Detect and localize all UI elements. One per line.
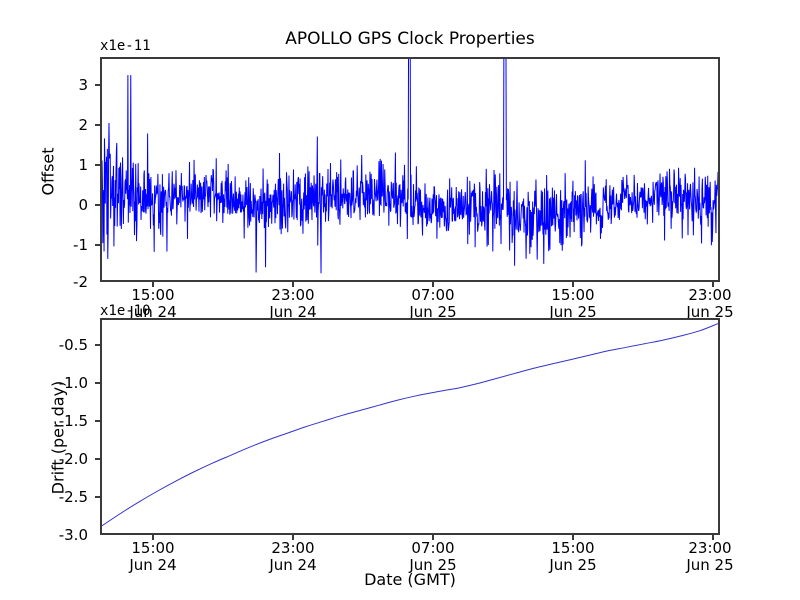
drift-xtick-date: Jun 25	[409, 555, 457, 574]
offset-xtick-mark	[572, 282, 574, 287]
offset-xtick-date: Jun 25	[409, 302, 457, 321]
drift-x-axis-label: Date (GMT)	[364, 570, 456, 589]
drift-xtick-mark	[432, 535, 434, 540]
drift-xtick-date: Jun 24	[129, 555, 177, 574]
drift-xtick-mark	[712, 535, 714, 540]
offset-xtick-time: 07:00	[411, 286, 455, 304]
offset-xtick-date: Jun 25	[686, 302, 734, 321]
drift-xtick-date: Jun 24	[269, 555, 317, 574]
drift-ytick-mark	[95, 420, 100, 422]
drift-ytick-label: -2.0	[58, 450, 88, 468]
drift-ytick-label: -1.0	[58, 374, 88, 392]
drift-ytick-mark	[95, 496, 100, 498]
drift-ytick-mark	[95, 382, 100, 384]
offset-xtick-date: Jun 24	[129, 302, 177, 321]
drift-ytick-label: -2.5	[58, 488, 88, 506]
offset-ytick-mark	[95, 84, 100, 86]
offset-xtick-label: 23:00 Jun 25	[655, 287, 765, 321]
page-title: APOLLO GPS Clock Properties	[285, 29, 535, 49]
drift-trace-svg	[102, 320, 718, 533]
offset-xtick-label: 15:00 Jun 25	[518, 287, 628, 321]
drift-xtick-label: 23:00 Jun 24	[238, 540, 348, 574]
drift-xtick-label: 15:00 Jun 24	[98, 540, 208, 574]
drift-xtick-time: 23:00	[688, 539, 732, 557]
offset-ytick-label: 3	[78, 76, 88, 94]
offset-xtick-label: 07:00 Jun 25	[378, 287, 488, 321]
offset-xtick-mark	[712, 282, 714, 287]
offset-xtick-time: 23:00	[688, 286, 732, 304]
drift-y-axis-label: Drift (per day)	[48, 380, 68, 495]
offset-trace-path	[102, 59, 718, 273]
drift-xtick-time: 23:00	[271, 539, 315, 557]
drift-xtick-mark	[152, 535, 154, 540]
drift-xtick-mark	[572, 535, 574, 540]
offset-ytick-label: 0	[78, 196, 88, 214]
offset-ytick-label: -1	[73, 236, 88, 254]
drift-xtick-date: Jun 25	[549, 555, 597, 574]
drift-y-exponent-label: x1e-10	[100, 303, 151, 319]
offset-ytick-label: 2	[78, 116, 88, 134]
drift-xtick-label: 07:00 Jun 25	[378, 540, 488, 574]
offset-trace-svg	[102, 59, 718, 280]
offset-xtick-time: 23:00	[271, 286, 315, 304]
offset-xtick-date: Jun 24	[269, 302, 317, 321]
drift-ytick-label: -0.5	[58, 336, 88, 354]
offset-plot-area	[100, 57, 720, 282]
drift-xtick-mark	[292, 535, 294, 540]
offset-xtick-mark	[292, 282, 294, 287]
drift-ytick-label: -3.0	[58, 526, 88, 544]
offset-xtick-label: 23:00 Jun 24	[238, 287, 348, 321]
drift-plot-area	[100, 318, 720, 535]
offset-xtick-label: 15:00 Jun 24	[98, 287, 208, 321]
offset-ytick-mark	[95, 244, 100, 246]
drift-xtick-label: 15:00 Jun 25	[518, 540, 628, 574]
offset-xtick-date: Jun 25	[549, 302, 597, 321]
drift-xtick-time: 15:00	[131, 539, 175, 557]
drift-xtick-time: 07:00	[411, 539, 455, 557]
drift-xtick-time: 15:00	[551, 539, 595, 557]
drift-ytick-label: -1.5	[58, 412, 88, 430]
drift-ytick-mark	[95, 344, 100, 346]
offset-xtick-time: 15:00	[551, 286, 595, 304]
offset-y-exponent-label: x1e-11	[100, 38, 151, 54]
drift-trace-path	[102, 324, 718, 526]
offset-ytick-label: 1	[78, 156, 88, 174]
offset-ytick-mark	[95, 124, 100, 126]
offset-ytick-mark	[95, 204, 100, 206]
drift-xtick-label: 23:00 Jun 25	[655, 540, 765, 574]
offset-ytick-mark	[95, 164, 100, 166]
drift-xtick-date: Jun 25	[686, 555, 734, 574]
offset-xtick-mark	[152, 282, 154, 287]
offset-ytick-label: -2	[73, 273, 88, 291]
offset-xtick-time: 15:00	[131, 286, 175, 304]
offset-xtick-mark	[432, 282, 434, 287]
drift-ytick-mark	[95, 458, 100, 460]
